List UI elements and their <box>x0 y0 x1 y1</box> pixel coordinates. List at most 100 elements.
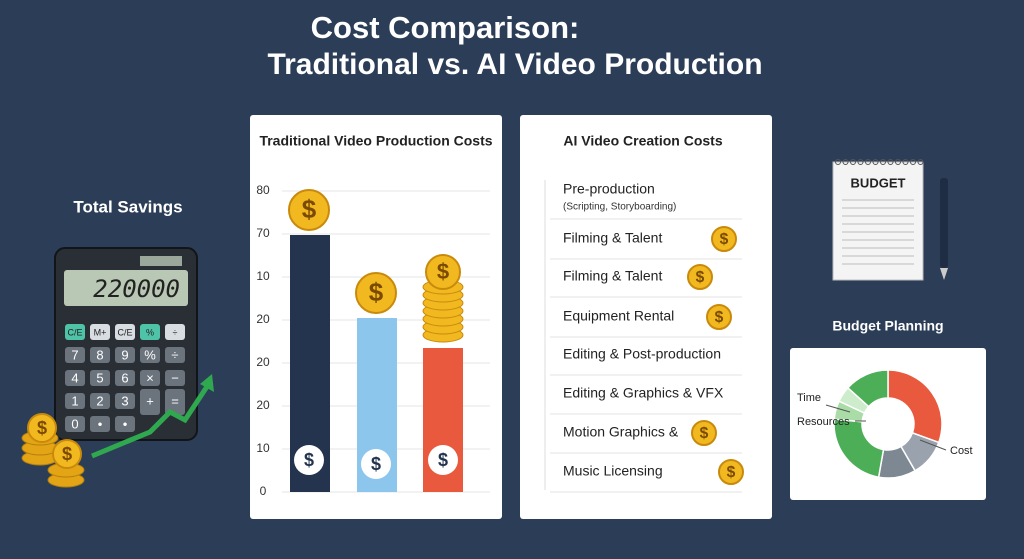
calc-key <box>140 389 160 415</box>
list-item: Music Licensing <box>563 463 663 479</box>
ai-panel <box>520 115 772 519</box>
calc-key-label: % <box>146 327 154 337</box>
coin <box>718 459 744 485</box>
calc-key-label: • <box>123 416 128 431</box>
coin-symbol: $ <box>696 269 705 286</box>
coin-symbol: $ <box>720 231 729 248</box>
notepad-ring <box>842 159 849 165</box>
coin <box>355 272 397 314</box>
coin <box>706 304 732 330</box>
coin <box>52 439 82 469</box>
axis-label: 80 <box>256 183 270 197</box>
calc-key <box>90 324 110 340</box>
list-item: Equipment Rental <box>563 308 674 324</box>
notepad <box>832 161 924 281</box>
donut-segment <box>846 369 889 408</box>
growth-arrow <box>91 380 213 459</box>
list-item: Motion Graphics & <box>563 424 679 440</box>
coin <box>288 189 330 231</box>
axis-label: 70 <box>256 226 270 240</box>
pen <box>940 178 948 268</box>
coin <box>691 420 717 446</box>
list-item: Pre-production <box>563 181 655 197</box>
calc-key-label: + <box>146 393 154 408</box>
notepad-ring <box>850 159 856 165</box>
coin-symbol: $ <box>369 277 384 307</box>
calc-key <box>140 370 160 386</box>
calc-key-label: C/E <box>117 327 132 337</box>
axis-label: 10 <box>256 441 270 455</box>
arrow-head <box>200 374 214 392</box>
legend-label: Resources <box>797 416 850 428</box>
calc-key-label: 9 <box>121 347 128 362</box>
notepad-ring <box>895 159 901 165</box>
calc-key-label: C/E <box>67 327 82 337</box>
notepad-label: BUDGET <box>851 175 906 190</box>
calc-key-label: = <box>171 393 179 408</box>
calc-key <box>165 324 185 340</box>
calc-key-label: % <box>144 347 156 362</box>
notepad-ring <box>880 159 886 165</box>
coin-symbol: $ <box>727 464 736 481</box>
coin <box>27 413 57 443</box>
notepad-ring <box>887 159 894 165</box>
list-item: Editing & Post-production <box>563 346 721 362</box>
coin-symbol: $ <box>715 309 724 326</box>
calc-value: 220000 <box>93 275 180 303</box>
calc-key-label: M+ <box>94 327 107 337</box>
coin-symbol: $ <box>62 444 72 464</box>
calc-key <box>90 416 110 432</box>
legend-label: Time <box>797 392 821 404</box>
calc-key <box>115 324 135 340</box>
calc-key <box>165 370 185 386</box>
leader <box>919 439 947 451</box>
solar-panel <box>140 256 182 266</box>
calc-key <box>65 393 85 409</box>
calc-key-label: 4 <box>71 370 78 385</box>
list-note: (Scripting, Storyboarding) <box>563 202 676 213</box>
axis-label: 20 <box>256 398 270 412</box>
notepad-ring <box>865 159 871 165</box>
planning-title: Budget Planning <box>832 318 943 334</box>
calc-key-label: 5 <box>96 370 103 385</box>
calc-key <box>90 347 110 363</box>
calc-key <box>65 324 85 340</box>
coin-symbol: $ <box>700 425 709 442</box>
coin-symbol: $ <box>302 194 317 224</box>
panel-title: AI Video Creation Costs <box>563 133 722 149</box>
coin-symbol: $ <box>37 418 47 438</box>
notepad-ring <box>910 159 916 165</box>
calc-key <box>65 347 85 363</box>
calc-key <box>140 347 160 363</box>
coin <box>711 226 737 252</box>
calc-display <box>64 270 188 306</box>
calc-key <box>65 370 85 386</box>
calc-key-label: 2 <box>96 393 103 408</box>
calc-key-label: ÷ <box>173 327 178 337</box>
list-item: Filming & Talent <box>563 268 662 284</box>
bar-badge <box>361 449 391 479</box>
axis-label: 0 <box>260 484 267 498</box>
leader <box>825 404 851 413</box>
calc-key-label: 0 <box>71 416 78 431</box>
notepad-ring <box>872 159 879 165</box>
calc-key <box>165 347 185 363</box>
panel-title: Traditional Video Production Costs <box>259 133 492 149</box>
notepad-ring <box>835 159 841 165</box>
title-line: Traditional vs. AI Video Production <box>267 48 762 81</box>
notepad-ring <box>857 159 864 165</box>
coin-symbol: $ <box>437 259 449 284</box>
calc-key-label: 1 <box>71 393 78 408</box>
notepad-ring <box>902 159 909 165</box>
calc-key <box>115 370 135 386</box>
legend-label: Cost <box>950 445 973 457</box>
calc-key <box>65 416 85 432</box>
calc-key-label: 7 <box>71 347 78 362</box>
calc-key <box>115 393 135 409</box>
donut-segment <box>887 369 943 444</box>
axis-label: 20 <box>256 312 270 326</box>
savings-title: Total Savings <box>73 197 182 216</box>
axis-label: 10 <box>256 269 270 283</box>
coin <box>687 264 713 290</box>
